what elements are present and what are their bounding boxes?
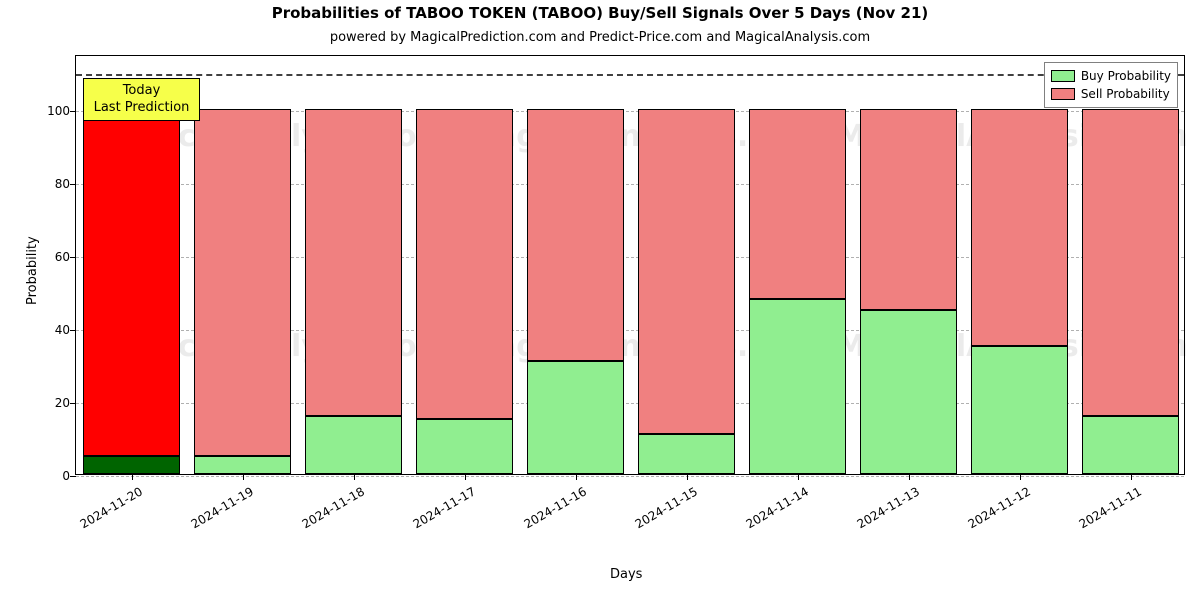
- y-tick-label: 100: [47, 104, 76, 118]
- x-tick-label: 2024-11-12: [959, 474, 1032, 531]
- x-tick-label: 2024-11-17: [404, 474, 477, 531]
- bar-buy: [305, 416, 403, 474]
- bar-sell: [749, 109, 847, 299]
- x-tick-label: 2024-11-16: [515, 474, 588, 531]
- x-tick-label: 2024-11-15: [626, 474, 699, 531]
- plot-area: 020406080100MagicalAnalysis.comMagicalAn…: [75, 55, 1185, 475]
- chart-title: Probabilities of TABOO TOKEN (TABOO) Buy…: [0, 4, 1200, 22]
- bar-buy: [1082, 416, 1180, 474]
- y-tick-label: 20: [55, 396, 76, 410]
- x-tick-label: 2024-11-11: [1070, 474, 1143, 531]
- bar-sell: [971, 109, 1069, 346]
- bar-buy: [971, 346, 1069, 474]
- y-tick-label: 0: [62, 469, 76, 483]
- bar-slot: [416, 54, 514, 474]
- bar-sell: [860, 109, 958, 310]
- x-tick-label: 2024-11-13: [848, 474, 921, 531]
- bar-buy: [638, 434, 736, 474]
- legend-item-sell: Sell Probability: [1051, 85, 1171, 103]
- legend-swatch-sell: [1051, 88, 1075, 100]
- bar-sell: [305, 109, 403, 416]
- bar-sell: [527, 109, 625, 361]
- x-tick-label: 2024-11-18: [293, 474, 366, 531]
- bar-sell: [1082, 109, 1180, 416]
- bar-sell: [638, 109, 736, 434]
- x-tick-label: 2024-11-14: [737, 474, 810, 531]
- bar-buy: [749, 299, 847, 474]
- bar-slot: [194, 54, 292, 474]
- legend-swatch-buy: [1051, 70, 1075, 82]
- bar-slot: [1082, 54, 1180, 474]
- legend-label-sell: Sell Probability: [1081, 85, 1170, 103]
- chart-container: Probabilities of TABOO TOKEN (TABOO) Buy…: [0, 0, 1200, 600]
- x-tick-label: 2024-11-20: [71, 474, 144, 531]
- legend: Buy ProbabilitySell Probability: [1044, 62, 1178, 108]
- bar-buy: [860, 310, 958, 474]
- bar-slot: [749, 54, 847, 474]
- legend-label-buy: Buy Probability: [1081, 67, 1171, 85]
- y-tick-label: 80: [55, 177, 76, 191]
- bar-sell: [416, 109, 514, 419]
- callout-line1: Today: [90, 83, 194, 99]
- chart-subtitle: powered by MagicalPrediction.com and Pre…: [0, 30, 1200, 45]
- bar-sell: [194, 109, 292, 456]
- bar-slot: [527, 54, 625, 474]
- bar-slot: [305, 54, 403, 474]
- bar-buy: [83, 456, 181, 474]
- bar-buy: [416, 419, 514, 474]
- y-tick-label: 40: [55, 323, 76, 337]
- bar-sell: [83, 109, 181, 456]
- legend-item-buy: Buy Probability: [1051, 67, 1171, 85]
- bar-slot: [860, 54, 958, 474]
- bar-buy: [194, 456, 292, 474]
- bar-slot: [638, 54, 736, 474]
- y-tick-label: 60: [55, 250, 76, 264]
- today-callout: TodayLast Prediction: [83, 78, 201, 121]
- callout-line2: Last Prediction: [90, 100, 194, 116]
- x-axis-label: Days: [610, 567, 642, 582]
- bar-slot: [971, 54, 1069, 474]
- y-axis-label: Probability: [25, 236, 40, 305]
- bar-buy: [527, 361, 625, 474]
- x-tick-label: 2024-11-19: [182, 474, 255, 531]
